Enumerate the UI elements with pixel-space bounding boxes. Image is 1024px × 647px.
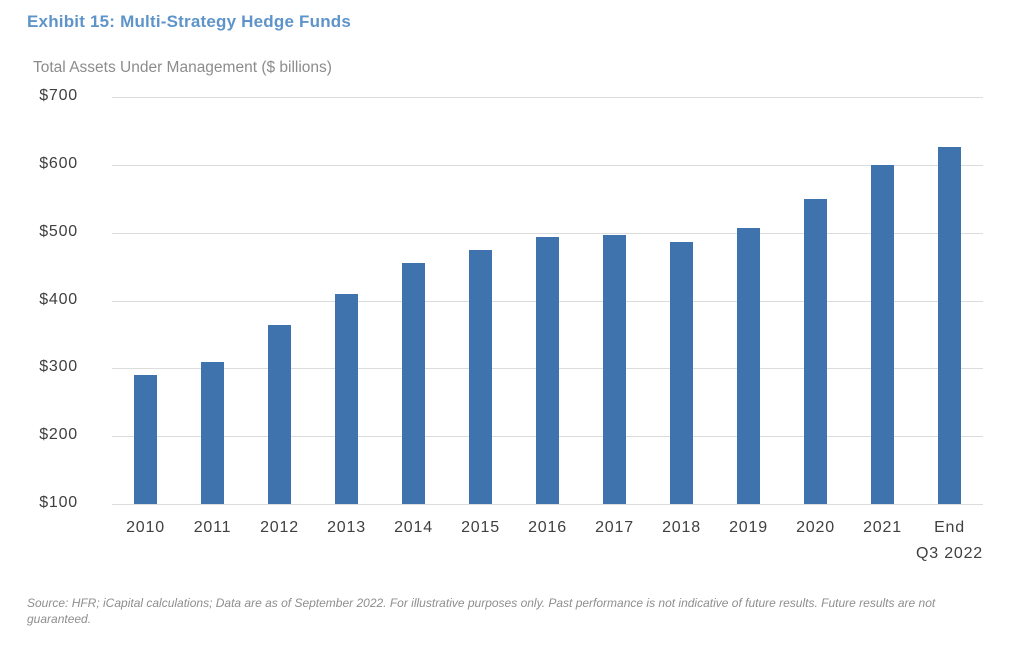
source-note: Source: HFR; iCapital calculations; Data… <box>27 596 936 627</box>
bar-slot <box>648 97 715 504</box>
bar-2017 <box>603 234 626 504</box>
bars-layer <box>112 97 983 504</box>
x-tick-label: 2016 <box>528 519 567 536</box>
y-tick-label: $700 <box>39 87 78 104</box>
bar-2020 <box>804 198 827 504</box>
bar-slot <box>514 97 581 504</box>
y-tick-label: $100 <box>39 494 78 511</box>
bar-2014 <box>402 263 425 504</box>
gridline-600 <box>112 164 983 166</box>
plot-area <box>112 97 983 505</box>
x-tick-label: 2010 <box>126 519 165 536</box>
bar-slot <box>179 97 246 504</box>
x-tick-label: End Q3 2022 <box>916 519 983 562</box>
x-tick-label: 2013 <box>327 519 366 536</box>
gridline-700 <box>112 97 983 98</box>
x-tick-label: 2017 <box>595 519 634 536</box>
x-tick-label: 2015 <box>461 519 500 536</box>
x-tick-label: 2011 <box>193 519 232 536</box>
bar-2018 <box>670 242 693 504</box>
y-axis: $700 $600 $500 $400 $300 $200 $100 <box>0 0 112 647</box>
gridline-100 <box>112 504 983 505</box>
x-tick-label: 2014 <box>394 519 433 536</box>
y-tick-label: $400 <box>39 290 78 308</box>
y-tick-label: $500 <box>39 222 78 240</box>
bar-slot <box>581 97 648 504</box>
y-tick-label: $200 <box>39 426 78 444</box>
bar-2016 <box>536 236 559 504</box>
bar-slot <box>849 97 916 504</box>
gridline-500 <box>112 232 983 234</box>
bar-2019 <box>737 227 760 504</box>
x-tick-label: 2020 <box>796 519 835 536</box>
x-tick-label: 2012 <box>260 519 299 536</box>
bar-end-q3-2022 <box>938 146 961 504</box>
x-axis: 2010 2011 2012 2013 2014 2015 2016 2017 2018 2019… <box>112 515 983 567</box>
bar-slot <box>447 97 514 504</box>
x-tick-label: 2021 <box>863 519 902 536</box>
chart-subtitle: Total Assets Under Management ($ billion… <box>33 59 332 76</box>
bar-2011 <box>201 361 224 504</box>
x-tick-label: 2019 <box>729 519 768 536</box>
bar-slot <box>112 97 179 504</box>
bar-2021 <box>871 164 894 504</box>
bar-slot <box>380 97 447 504</box>
bar-2010 <box>134 375 157 504</box>
bar-2015 <box>469 250 492 504</box>
bar-slot <box>715 97 782 504</box>
bar-slot <box>246 97 313 504</box>
bar-2012 <box>268 324 291 504</box>
chart-title: Exhibit 15: Multi-Strategy Hedge Funds <box>27 12 352 31</box>
bar-2013 <box>335 294 358 504</box>
x-tick-label: 2018 <box>662 519 701 536</box>
y-tick-label: $300 <box>39 358 78 376</box>
bar-slot <box>916 97 983 504</box>
bar-slot <box>782 97 849 504</box>
y-tick-label: $600 <box>39 154 78 172</box>
bar-slot <box>313 97 380 504</box>
